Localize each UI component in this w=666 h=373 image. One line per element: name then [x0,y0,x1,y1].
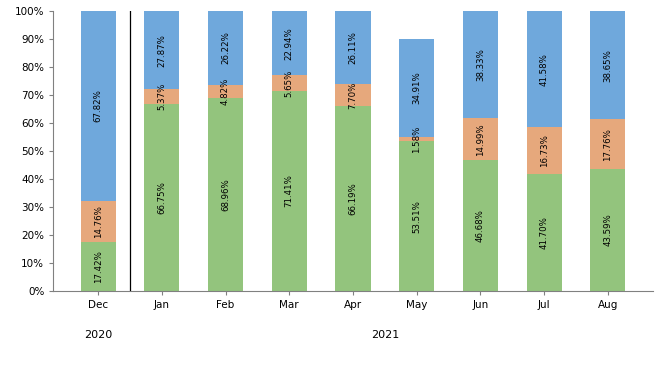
Bar [527,174,561,291]
Bar [463,118,498,160]
Text: 7.70%: 7.70% [348,81,358,109]
Bar [590,119,625,169]
Text: 16.73%: 16.73% [539,134,549,167]
Text: 41.70%: 41.70% [539,216,549,249]
Bar [272,75,307,91]
Bar [272,11,307,75]
Bar [463,11,498,118]
Bar [81,242,116,291]
Text: 27.87%: 27.87% [157,34,166,67]
Bar [145,11,179,89]
Text: 68.96%: 68.96% [221,178,230,211]
Text: 4.82%: 4.82% [221,78,230,105]
Text: 17.76%: 17.76% [603,128,613,161]
Text: 17.42%: 17.42% [93,250,103,283]
Bar [527,11,561,128]
Text: 66.75%: 66.75% [157,181,166,214]
Text: 14.76%: 14.76% [93,205,103,238]
Bar [272,91,307,291]
Bar [463,160,498,291]
Text: 43.59%: 43.59% [603,214,613,246]
Bar [81,11,116,201]
Text: 67.82%: 67.82% [93,90,103,122]
Bar [145,104,179,291]
Bar [81,201,116,242]
Text: 26.22%: 26.22% [221,31,230,64]
Text: 41.58%: 41.58% [539,53,549,86]
Text: 5.37%: 5.37% [157,83,166,110]
Text: 1.58%: 1.58% [412,125,421,153]
Bar [399,39,434,137]
Bar [590,11,625,119]
Text: 14.99%: 14.99% [476,123,485,156]
Bar [208,98,243,291]
Text: 38.65%: 38.65% [603,49,613,82]
Text: 2021: 2021 [371,330,399,340]
Bar [145,89,179,104]
Bar [399,141,434,291]
Text: 46.68%: 46.68% [476,209,485,242]
Text: 2020: 2020 [84,330,112,340]
Text: 71.41%: 71.41% [285,175,294,207]
Bar [208,11,243,85]
Text: 53.51%: 53.51% [412,200,421,232]
Bar [336,11,370,84]
Text: 34.91%: 34.91% [412,72,421,104]
Text: 38.33%: 38.33% [476,48,485,81]
Text: 66.19%: 66.19% [348,182,358,215]
Text: 22.94%: 22.94% [285,27,294,60]
Bar [590,169,625,291]
Bar [336,84,370,106]
Bar [208,85,243,98]
Bar [399,137,434,141]
Text: 5.65%: 5.65% [285,70,294,97]
Bar [336,106,370,291]
Bar [527,128,561,174]
Text: 26.11%: 26.11% [348,31,358,64]
